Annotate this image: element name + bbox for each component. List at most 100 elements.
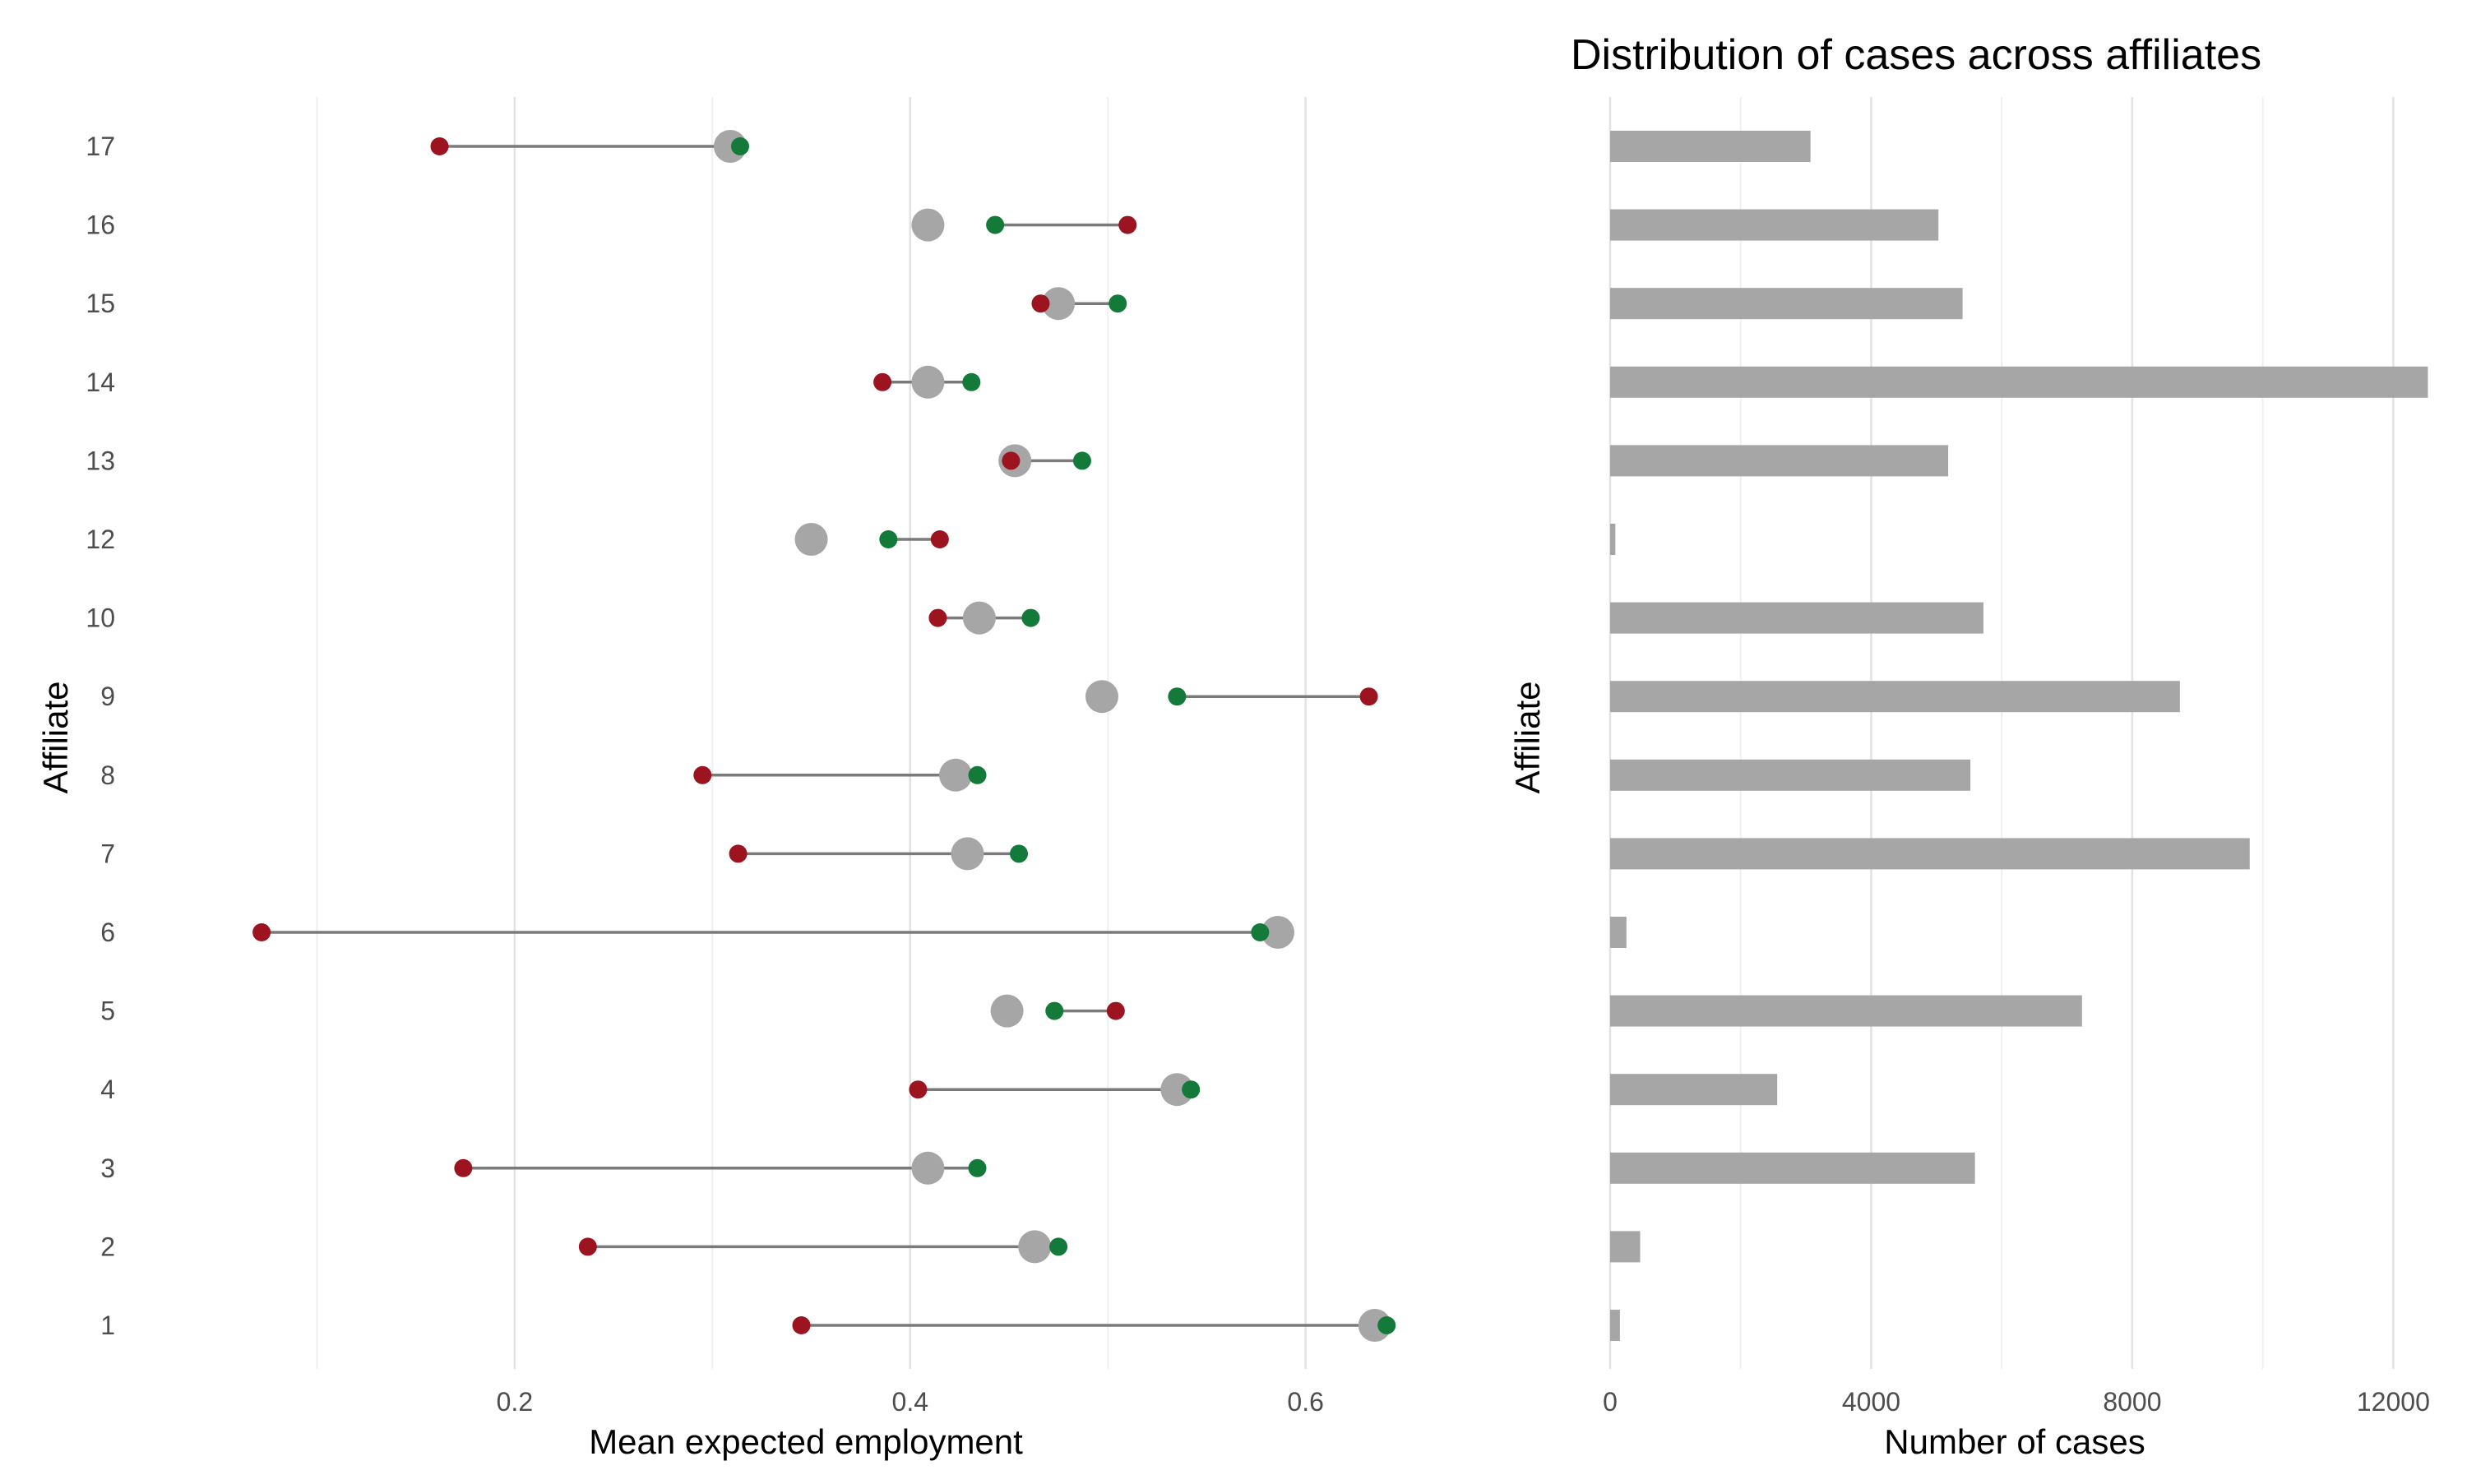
grey-point	[1160, 1073, 1194, 1107]
left-y-tick-label: 6	[100, 918, 115, 947]
right-chart-title: Distribution of cases across affiliates	[1571, 31, 2261, 79]
red-point	[693, 765, 712, 784]
red-point	[1359, 687, 1378, 706]
grey-point	[939, 758, 973, 792]
left-y-tick-label: 12	[86, 525, 115, 554]
red-point	[454, 1158, 473, 1177]
green-point	[730, 137, 749, 155]
grey-point	[911, 365, 945, 399]
right-x-tick-label: 4000	[1842, 1387, 1900, 1417]
left-y-tick-label: 10	[86, 603, 115, 633]
case-count-bar	[1610, 445, 1949, 477]
left-x-axis-title: Mean expected employment	[589, 1422, 1023, 1461]
case-count-bar	[1610, 209, 1939, 241]
red-point	[1031, 294, 1050, 313]
grey-point	[1085, 680, 1118, 714]
left-x-tick-label: 0.6	[1287, 1387, 1323, 1417]
grey-point	[911, 1151, 945, 1185]
left-x-tick-label: 0.2	[497, 1387, 533, 1417]
green-point	[1010, 844, 1029, 863]
red-point	[792, 1316, 811, 1334]
case-count-bar	[1610, 838, 2250, 870]
green-point	[1377, 1316, 1396, 1334]
red-point	[578, 1237, 597, 1256]
green-point	[1251, 923, 1270, 941]
green-point	[968, 1158, 987, 1177]
green-point	[962, 372, 981, 391]
case-count-bar	[1610, 995, 2082, 1027]
case-count-bar	[1610, 1074, 1778, 1106]
grey-point	[1042, 287, 1076, 321]
right-x-tick-label: 12000	[2357, 1387, 2430, 1417]
left-y-tick-label: 7	[100, 839, 115, 868]
left-y-tick-label: 13	[86, 446, 115, 475]
case-count-bar	[1610, 131, 1811, 162]
green-point	[1182, 1080, 1201, 1099]
right-x-tick-label: 0	[1603, 1387, 1618, 1417]
right-y-axis-title: Affiliate	[1508, 682, 1547, 794]
case-count-bar	[1610, 366, 2428, 398]
grey-point	[794, 523, 828, 556]
red-point	[729, 844, 748, 863]
case-count-bar	[1610, 917, 1627, 948]
left-marks	[252, 130, 1396, 1342]
left-x-tick-labels: 0.2 0.4 0.6	[497, 1387, 1324, 1417]
green-point	[986, 215, 1005, 234]
red-point	[430, 137, 449, 155]
grey-point	[1018, 1230, 1052, 1264]
case-count-bar	[1610, 602, 1983, 634]
right-bars	[1610, 131, 2428, 1341]
case-count-bar	[1610, 759, 1971, 791]
green-point	[1168, 687, 1187, 706]
right-x-axis-title: Number of cases	[1884, 1422, 2145, 1461]
left-y-axis-title: Affiliate	[36, 682, 75, 794]
left-y-tick-label: 4	[100, 1075, 115, 1104]
green-point	[1049, 1237, 1068, 1256]
red-point	[873, 372, 892, 391]
right-x-tick-labels: 0 4000 8000 12000	[1603, 1387, 2430, 1417]
left-y-tick-label: 17	[86, 132, 115, 161]
left-y-tick-label: 5	[100, 996, 115, 1026]
green-point	[1072, 451, 1091, 470]
grey-point	[911, 208, 945, 242]
left-gridlines	[316, 97, 1307, 1369]
case-count-bar	[1610, 1310, 1620, 1341]
right-x-tick-label: 8000	[2103, 1387, 2161, 1417]
case-count-bar	[1610, 1152, 1975, 1184]
cases-bar-panel: Distribution of cases across affiliates …	[1508, 31, 2430, 1461]
left-y-tick-label: 15	[86, 289, 115, 318]
left-y-tick-label: 2	[100, 1232, 115, 1261]
left-x-tick-label: 0.4	[892, 1387, 928, 1417]
green-point	[968, 765, 987, 784]
case-count-bar	[1610, 524, 1616, 555]
red-point	[928, 608, 947, 627]
green-point	[1109, 294, 1127, 313]
left-y-tick-label: 8	[100, 760, 115, 790]
left-y-tick-label: 14	[86, 368, 115, 397]
left-y-tick-label: 9	[100, 682, 115, 711]
left-y-tick-label: 1	[100, 1311, 115, 1340]
grey-point	[962, 601, 996, 635]
grey-point	[1261, 916, 1294, 949]
grey-point	[951, 837, 984, 871]
red-point	[1106, 1001, 1125, 1020]
red-point	[1002, 451, 1021, 470]
red-point	[252, 923, 271, 941]
red-point	[930, 530, 949, 548]
grey-point	[990, 994, 1024, 1028]
green-point	[1021, 608, 1040, 627]
green-point	[879, 530, 898, 548]
left-y-tick-label: 16	[86, 210, 115, 240]
green-point	[1045, 1001, 1064, 1020]
left-y-tick-label: 3	[100, 1153, 115, 1183]
case-count-bar	[1610, 681, 2180, 713]
red-point	[1118, 215, 1137, 234]
red-point	[909, 1080, 928, 1099]
case-count-bar	[1610, 288, 1963, 320]
case-count-bar	[1610, 1231, 1641, 1263]
